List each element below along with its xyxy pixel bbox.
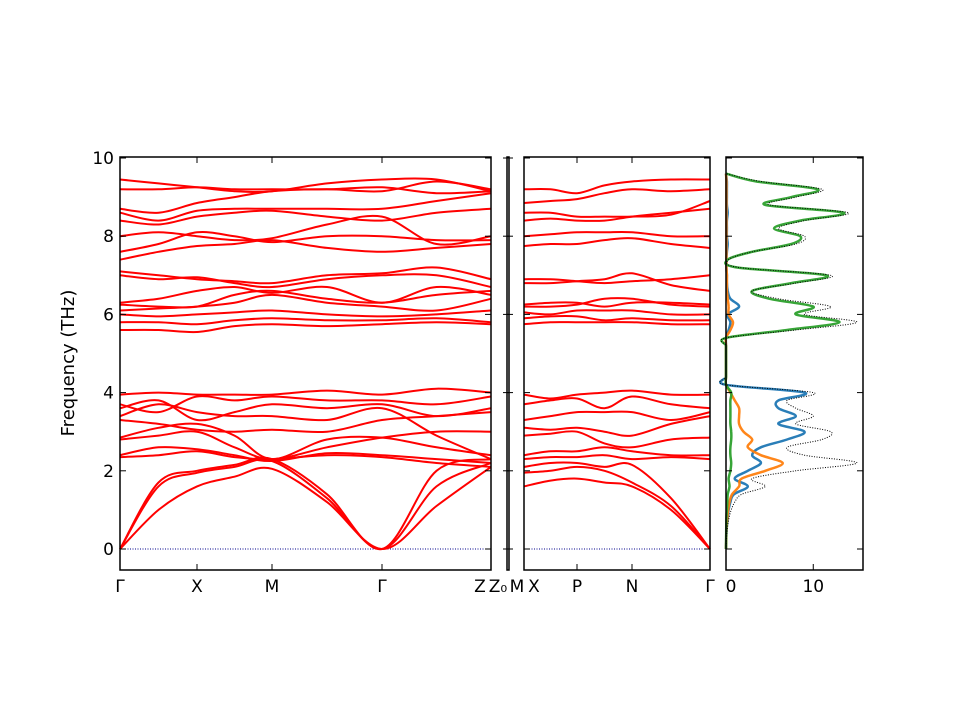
band-line: [119, 273, 492, 289]
band-line: [523, 410, 711, 422]
kpoint-label: N: [626, 577, 639, 597]
band-line: [119, 266, 492, 285]
band-line: [523, 321, 711, 326]
kpoint-label: Γ: [705, 577, 715, 597]
band-panel-1: 0 2 4 6 8 10 Γ X M Γ Z: [92, 149, 492, 597]
band-line: [119, 289, 492, 309]
band-line: [119, 285, 492, 304]
kpoint-label: P: [572, 577, 582, 597]
band-line: [523, 272, 711, 292]
dos-series-line: [720, 172, 846, 550]
band-line: [523, 454, 711, 461]
y-tick-label: 0: [103, 540, 114, 560]
band-line: [119, 458, 492, 551]
band-line: [523, 389, 711, 400]
band-line: [523, 430, 711, 449]
kpoint-label: M: [265, 577, 280, 597]
dos-series-line: [719, 173, 858, 550]
band-line: [523, 207, 711, 222]
kpoint-label: Z₀: [489, 577, 508, 597]
band-line: [119, 293, 492, 312]
kpoint-label: Z: [474, 577, 486, 597]
band-line: [119, 395, 492, 414]
band-line: [523, 395, 711, 410]
band-line: [523, 477, 711, 550]
band-line: [119, 317, 492, 326]
kpoint-label: Γ: [115, 577, 125, 597]
band-line: [523, 301, 711, 308]
band-line: [119, 456, 492, 551]
band-line: [119, 231, 492, 253]
kpoint-label: X: [528, 577, 540, 597]
band-line: [523, 461, 711, 550]
y-axis-label: Frequency (THz): [58, 290, 79, 437]
band-line: [119, 186, 492, 195]
dos-panel-frame: [725, 156, 864, 571]
band-line: [523, 446, 711, 457]
band-line: [119, 321, 492, 334]
panel-frame: [523, 156, 711, 571]
y-tick-label: 4: [103, 384, 114, 404]
band-line: [523, 415, 711, 437]
band-line: [523, 178, 711, 195]
band-line: [523, 314, 711, 322]
y-tick-label: 8: [103, 227, 114, 247]
band-line: [523, 297, 711, 308]
band-line: [119, 192, 492, 222]
panel-frame: [506, 156, 510, 571]
band-line: [119, 399, 492, 422]
band-line: [119, 214, 492, 246]
band-line: [523, 200, 711, 218]
kpoint-label: X: [191, 577, 203, 597]
kpoint-label: M: [510, 577, 525, 597]
band-line: [523, 274, 711, 285]
kpoint-label: Γ: [377, 577, 387, 597]
dos-panel: 0 10: [718, 156, 864, 597]
band-line: [119, 207, 492, 226]
band-line: [523, 230, 711, 238]
band-panel-2: Z₀ M: [489, 156, 525, 597]
y-tick-label: 10: [92, 149, 114, 169]
band-line: [523, 237, 711, 249]
band-line: [119, 446, 492, 464]
panel-frame: [119, 156, 492, 571]
band-line: [523, 465, 711, 550]
band-line: [119, 239, 492, 261]
band-line: [119, 309, 492, 318]
y-tick-label: 2: [103, 462, 114, 482]
band-line: [119, 466, 492, 551]
dos-x-tick-label: 0: [726, 577, 737, 597]
y-tick-label: 6: [103, 305, 114, 325]
band-line: [119, 177, 492, 193]
band-line: [523, 188, 711, 204]
band-line: [119, 411, 492, 434]
band-line: [523, 309, 711, 316]
dos-x-tick-label: 10: [802, 577, 824, 597]
band-line: [119, 387, 492, 396]
